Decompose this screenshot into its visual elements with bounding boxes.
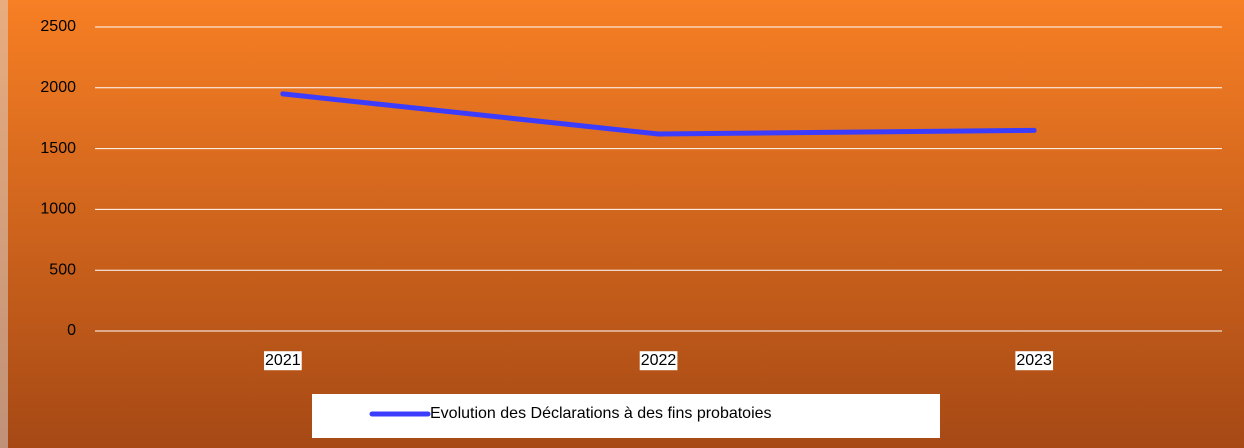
y-tick-label: 1500 [40, 140, 76, 157]
y-tick-label: 0 [67, 322, 76, 339]
series-line [280, 91, 1037, 137]
label-background [639, 351, 678, 371]
x-tick-label: 2021 [265, 352, 301, 369]
x-tick-label: 2023 [1016, 352, 1052, 369]
y-tick-label: 500 [49, 261, 76, 278]
label-background [1015, 351, 1054, 371]
y-tick-label: 1000 [40, 201, 76, 218]
y-tick-label: 2500 [40, 18, 76, 35]
x-tick-label: 2022 [641, 352, 677, 369]
left-border [0, 0, 8, 448]
y-tick-label: 2000 [40, 79, 76, 96]
label-background [264, 351, 302, 371]
legend-label: Evolution des Déclarations à des fins pr… [430, 405, 772, 422]
